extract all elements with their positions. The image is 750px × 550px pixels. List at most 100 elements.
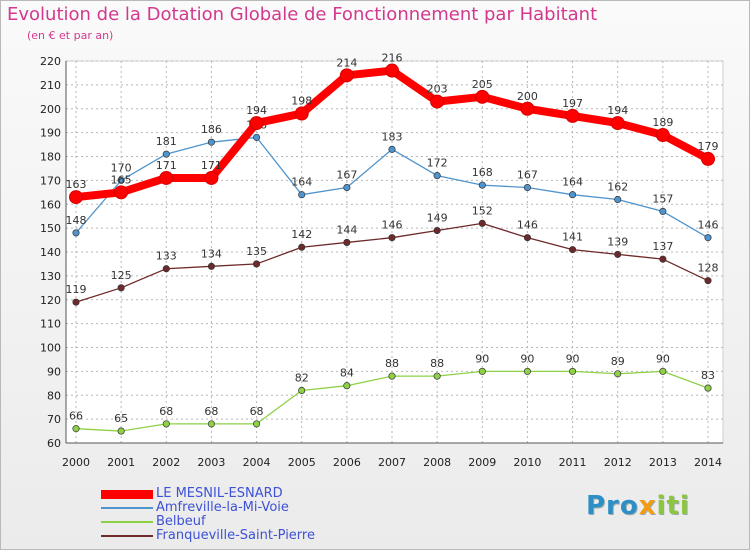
data-label: 163 xyxy=(66,178,87,191)
y-tick-label: 60 xyxy=(47,437,61,450)
y-tick-label: 80 xyxy=(47,389,61,402)
y-tick-label: 170 xyxy=(40,174,61,187)
y-tick-label: 190 xyxy=(40,127,61,140)
data-label: 133 xyxy=(156,250,177,263)
data-point xyxy=(655,128,670,143)
data-point xyxy=(433,172,441,180)
logo-part: iti xyxy=(656,491,690,521)
data-label: 119 xyxy=(66,283,87,296)
data-point xyxy=(478,219,486,227)
x-tick-label: 2010 xyxy=(513,456,541,469)
data-label: 88 xyxy=(385,357,399,370)
data-label: 189 xyxy=(652,116,673,129)
data-point xyxy=(478,181,486,189)
data-point xyxy=(159,170,174,185)
y-tick-label: 200 xyxy=(40,103,61,116)
data-point xyxy=(72,425,80,433)
data-point xyxy=(117,176,125,184)
data-point xyxy=(343,238,351,247)
y-tick-label: 120 xyxy=(40,294,61,307)
data-point xyxy=(569,367,577,375)
data-label: 146 xyxy=(382,219,403,232)
data-label: 125 xyxy=(111,269,132,282)
data-point xyxy=(388,234,396,242)
data-label: 68 xyxy=(204,405,218,418)
data-point xyxy=(659,255,667,263)
x-tick-label: 2009 xyxy=(468,456,496,469)
data-point xyxy=(478,367,486,375)
y-tick-label: 130 xyxy=(40,270,61,283)
data-label: 89 xyxy=(611,355,625,368)
y-tick-label: 150 xyxy=(40,222,61,235)
y-tick-label: 70 xyxy=(47,413,61,426)
data-label: 157 xyxy=(652,192,673,205)
data-point xyxy=(253,420,261,428)
legend: LE MESNIL-ESNARD Amfreville-la-Mi-Voie B… xyxy=(101,487,315,543)
data-point xyxy=(253,133,261,141)
y-tick-label: 110 xyxy=(40,318,61,331)
legend-item-le-mesnil-esnard[interactable]: LE MESNIL-ESNARD xyxy=(101,487,315,501)
data-point xyxy=(704,234,712,242)
data-label: 84 xyxy=(340,367,354,380)
data-label: 83 xyxy=(701,369,715,382)
data-label: 139 xyxy=(607,235,628,248)
data-point xyxy=(207,138,215,146)
x-tick-label: 2014 xyxy=(694,456,722,469)
data-label: 90 xyxy=(566,352,580,365)
data-label: 216 xyxy=(382,52,403,65)
data-label: 68 xyxy=(250,405,264,418)
legend-item-franqueville-saint-pierre[interactable]: Franqueville-Saint-Pierre xyxy=(101,529,315,543)
y-tick-label: 210 xyxy=(40,79,61,92)
data-label: 90 xyxy=(475,352,489,365)
data-label: 146 xyxy=(698,219,719,232)
data-label: 66 xyxy=(69,410,83,423)
data-label: 152 xyxy=(472,204,493,217)
data-label: 183 xyxy=(382,130,403,143)
data-point xyxy=(704,384,712,392)
data-label: 194 xyxy=(607,104,628,117)
x-tick-label: 2003 xyxy=(197,456,225,469)
chart-title: Evolution de la Dotation Globale de Fonc… xyxy=(7,4,598,25)
data-point xyxy=(162,265,170,273)
legend-item-belbeuf[interactable]: Belbeuf xyxy=(101,515,315,529)
data-label: 134 xyxy=(201,247,222,260)
data-point xyxy=(298,386,306,395)
data-label: 142 xyxy=(291,228,312,241)
data-point xyxy=(614,250,622,258)
data-label: 65 xyxy=(114,412,128,425)
data-label: 214 xyxy=(336,56,357,69)
data-label: 164 xyxy=(562,176,583,189)
data-point xyxy=(433,372,441,380)
y-tick-label: 100 xyxy=(40,342,61,355)
legend-swatch xyxy=(101,489,153,499)
y-tick-label: 90 xyxy=(47,365,61,378)
legend-swatch xyxy=(101,535,153,537)
data-point xyxy=(430,94,445,109)
data-point xyxy=(569,246,577,254)
data-point xyxy=(204,170,219,185)
legend-label: Belbeuf xyxy=(156,514,206,529)
data-point xyxy=(433,226,441,235)
data-point xyxy=(162,150,170,158)
data-label: 167 xyxy=(517,169,538,182)
x-tick-label: 2004 xyxy=(243,456,271,469)
data-point xyxy=(117,284,125,292)
data-point xyxy=(704,277,712,285)
legend-item-amfreville-la-mi-voie[interactable]: Amfreville-la-Mi-Voie xyxy=(101,501,315,515)
data-point xyxy=(207,262,215,270)
data-point xyxy=(117,427,125,435)
logo-part: x xyxy=(638,491,657,521)
data-label: 171 xyxy=(201,159,222,172)
legend-swatch xyxy=(101,521,153,523)
legend-label: Amfreville-la-Mi-Voie xyxy=(156,500,289,515)
x-tick-label: 2006 xyxy=(333,456,361,469)
data-label: 171 xyxy=(156,159,177,172)
data-point xyxy=(114,185,129,200)
data-point xyxy=(523,367,531,375)
data-point xyxy=(565,108,580,123)
x-tick-label: 2005 xyxy=(288,456,316,469)
data-point xyxy=(388,372,396,380)
x-tick-label: 2007 xyxy=(378,456,406,469)
data-label: 197 xyxy=(562,97,583,110)
data-label: 170 xyxy=(111,161,132,174)
